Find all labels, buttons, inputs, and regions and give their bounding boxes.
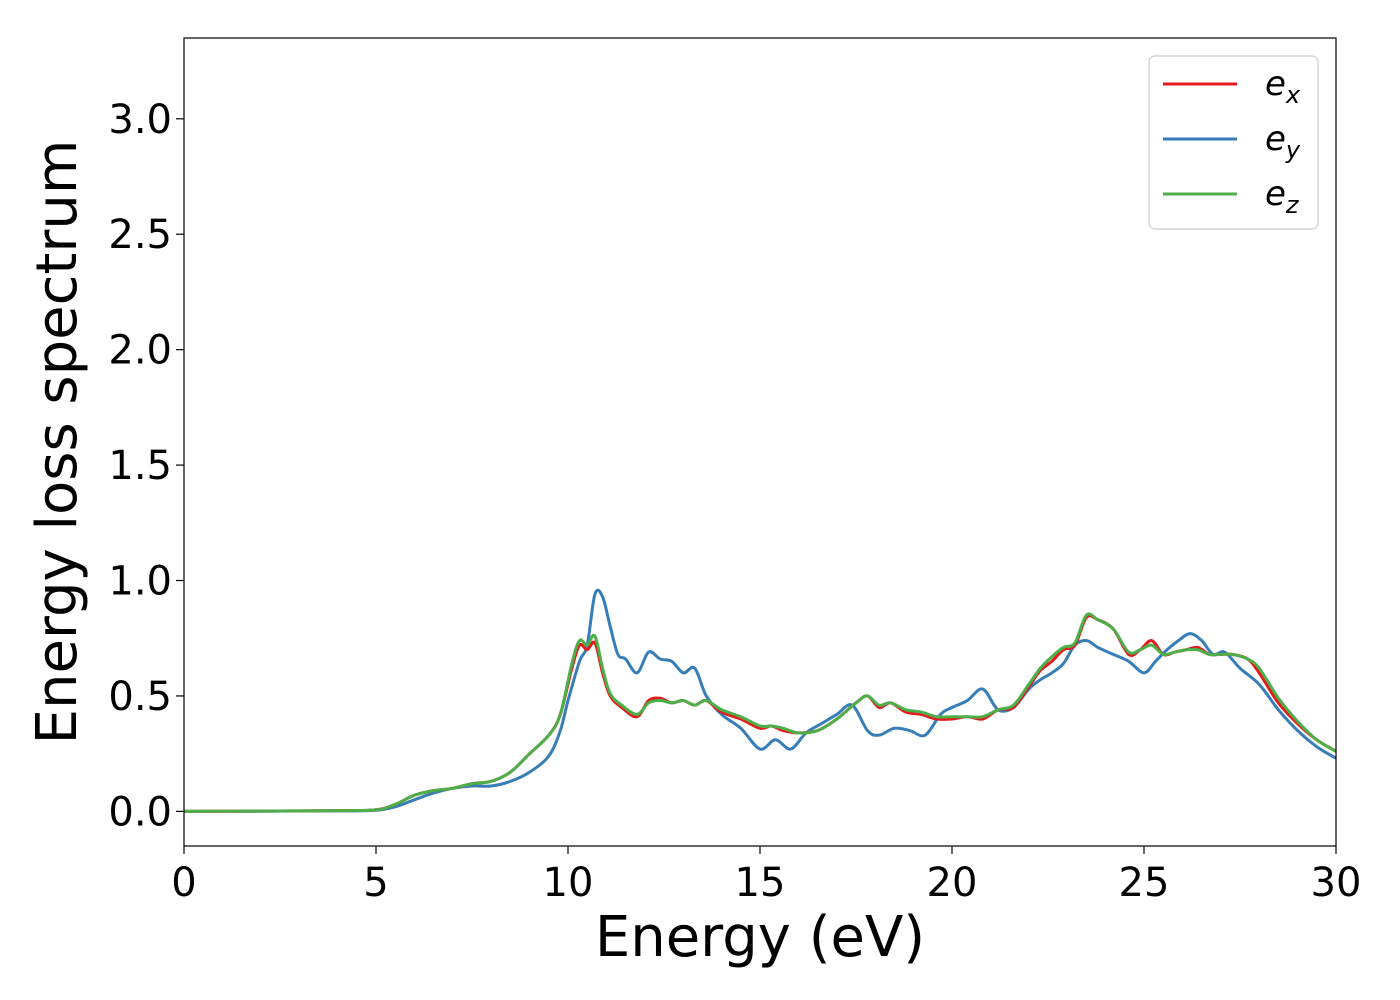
x-axis-title: Energy (eV)	[595, 905, 925, 970]
x-tick-label: 20	[927, 860, 978, 906]
x-tick-label: 15	[735, 860, 786, 906]
x-axis: 0 5 10 15 20 25 30	[171, 846, 1361, 906]
y-tick-label: 3.0	[108, 97, 172, 143]
y-axis: 0.0 0.5 1.0 1.5 2.0 2.5 3.0	[108, 97, 184, 835]
x-tick-label: 5	[363, 860, 388, 906]
legend-box	[1148, 55, 1319, 230]
x-tick-label: 30	[1311, 860, 1362, 906]
series-line-e-y	[183, 588, 1337, 813]
y-tick-label: 2.0	[108, 328, 172, 374]
y-tick-label: 2.5	[108, 212, 172, 258]
x-tick-label: 10	[543, 860, 594, 906]
y-tick-label: 0.5	[108, 674, 172, 720]
y-tick-label: 1.5	[108, 443, 172, 489]
y-tick-label: 1.0	[108, 559, 172, 605]
x-tick-label: 25	[1119, 860, 1170, 906]
plot-background	[184, 38, 1336, 846]
y-tick-label: 0.0	[108, 789, 172, 835]
x-tick-label: 0	[171, 860, 196, 906]
series-line-e-z	[183, 612, 1337, 813]
series-layer	[183, 588, 1337, 813]
y-axis-title: Energy loss spectrum	[25, 140, 90, 745]
